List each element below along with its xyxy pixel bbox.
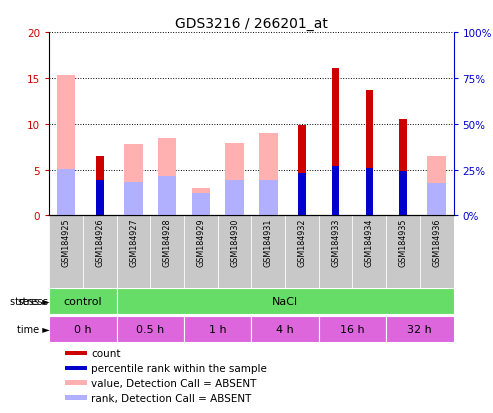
Text: stress ►: stress ►	[10, 297, 50, 306]
Bar	[251, 216, 285, 288]
Text: 4 h: 4 h	[276, 324, 294, 334]
Bar	[298, 174, 306, 216]
Bar	[332, 69, 339, 216]
Bar	[420, 216, 454, 288]
Bar	[49, 288, 117, 315]
Text: GSM184931: GSM184931	[264, 218, 273, 266]
Bar	[192, 188, 210, 216]
Title: GDS3216 / 266201_at: GDS3216 / 266201_at	[175, 17, 328, 31]
Bar	[158, 138, 176, 216]
Text: percentile rank within the sample: percentile rank within the sample	[91, 363, 267, 373]
Bar	[192, 193, 210, 216]
Text: GSM184934: GSM184934	[365, 218, 374, 266]
Bar	[158, 177, 176, 216]
Bar	[366, 91, 373, 216]
Text: control: control	[64, 297, 103, 306]
Bar	[66, 396, 87, 400]
Text: GSM184925: GSM184925	[62, 218, 70, 267]
Bar	[124, 182, 143, 216]
Bar	[352, 216, 386, 288]
Bar	[83, 216, 117, 288]
Bar	[285, 216, 319, 288]
Bar	[427, 157, 446, 216]
Text: 0 h: 0 h	[74, 324, 92, 334]
Bar	[117, 316, 184, 342]
Bar	[57, 169, 75, 216]
Text: stress: stress	[17, 297, 49, 306]
Bar	[184, 216, 218, 288]
Bar	[117, 288, 454, 315]
Bar	[298, 126, 306, 216]
Bar	[49, 316, 117, 342]
Text: value, Detection Call = ABSENT: value, Detection Call = ABSENT	[91, 378, 256, 388]
Text: GSM184935: GSM184935	[398, 218, 408, 266]
Bar	[399, 171, 407, 216]
Bar	[259, 134, 278, 216]
Bar	[319, 316, 386, 342]
Bar	[96, 180, 104, 216]
Text: 16 h: 16 h	[340, 324, 365, 334]
Text: count: count	[91, 348, 120, 358]
Text: rank, Detection Call = ABSENT: rank, Detection Call = ABSENT	[91, 393, 251, 403]
Text: GSM184929: GSM184929	[196, 218, 206, 267]
Bar	[399, 120, 407, 216]
Text: 1 h: 1 h	[209, 324, 227, 334]
Bar	[150, 216, 184, 288]
Bar	[117, 216, 150, 288]
Bar	[225, 144, 244, 216]
Bar	[66, 351, 87, 355]
Text: 32 h: 32 h	[408, 324, 432, 334]
Text: GSM184926: GSM184926	[95, 218, 105, 266]
Bar	[66, 366, 87, 370]
Text: GSM184930: GSM184930	[230, 218, 239, 266]
Bar	[49, 216, 83, 288]
Text: NaCl: NaCl	[272, 297, 298, 306]
Bar	[96, 157, 104, 216]
Bar	[319, 216, 352, 288]
Bar	[332, 166, 339, 216]
Text: GSM184928: GSM184928	[163, 218, 172, 266]
Text: GSM184936: GSM184936	[432, 218, 441, 266]
Bar	[218, 216, 251, 288]
Bar	[184, 316, 251, 342]
Text: time ►: time ►	[17, 324, 50, 334]
Text: GSM184933: GSM184933	[331, 218, 340, 266]
Bar	[57, 76, 75, 216]
Bar	[366, 169, 373, 216]
Bar	[386, 216, 420, 288]
Bar	[225, 180, 244, 216]
Text: GSM184932: GSM184932	[297, 218, 307, 266]
Text: 0.5 h: 0.5 h	[136, 324, 165, 334]
Bar	[124, 145, 143, 216]
Text: GSM184927: GSM184927	[129, 218, 138, 267]
Bar	[427, 184, 446, 216]
Bar	[386, 316, 454, 342]
Bar	[259, 180, 278, 216]
Bar	[66, 380, 87, 385]
Bar	[251, 316, 319, 342]
